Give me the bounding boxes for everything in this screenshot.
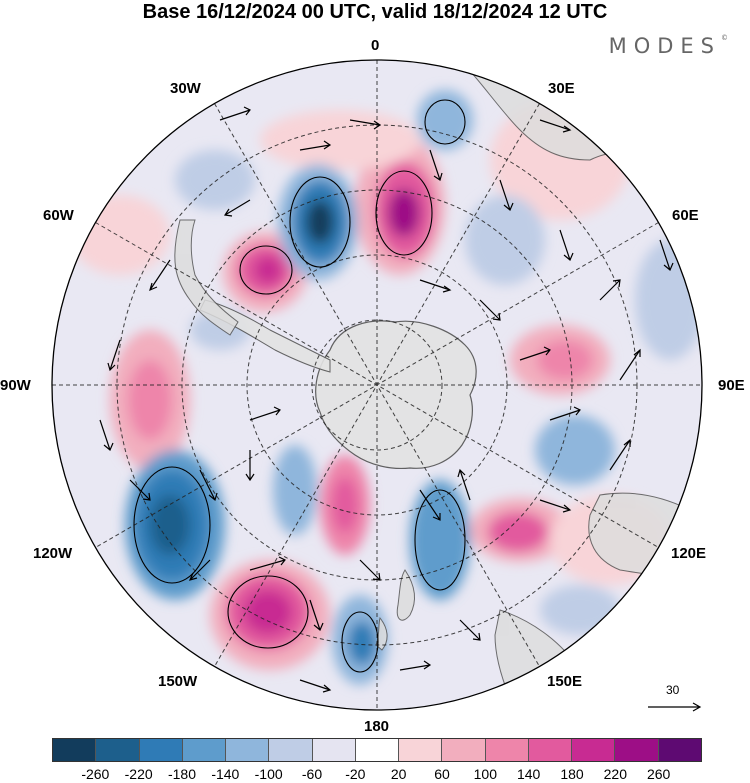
colorbar-swatch [226, 739, 270, 761]
contour-lines [133, 99, 466, 673]
colorbar-swatch [528, 739, 573, 761]
colorbar-tick-label: 140 [516, 766, 541, 782]
lon-label-0: 0 [371, 37, 380, 54]
colorbar-swatch [572, 739, 616, 761]
lon-label-90e: 90E [718, 377, 745, 394]
colorbar-swatch [615, 739, 659, 761]
modes-logo: MODES© [609, 34, 728, 58]
vector-reference-arrow [648, 702, 702, 712]
colorbar-swatch [442, 739, 486, 761]
colorbar-swatch [355, 739, 400, 761]
colorbar-swatch [312, 739, 356, 761]
colorbar-swatch [139, 739, 183, 761]
polar-map [51, 59, 703, 711]
colorbar-tick-label: -220 [124, 766, 153, 782]
lon-label-120w: 120W [33, 545, 73, 562]
wind-vectors [99, 106, 674, 693]
colorbar-tick-label: 220 [603, 766, 628, 782]
colorbar-swatch [485, 739, 529, 761]
colorbar-swatch [53, 739, 97, 761]
colorbar-swatch [182, 739, 227, 761]
colorbar-swatch [658, 739, 701, 761]
colorbar-tick-label: -140 [211, 766, 240, 782]
brand-name: MODES [608, 34, 721, 58]
vector-reference-label: 30 [666, 683, 680, 697]
lon-label-180: 180 [364, 718, 390, 735]
lon-label-120e: 120E [671, 545, 707, 562]
colorbar-tick-label: 180 [560, 766, 584, 782]
map-boundary [51, 59, 703, 711]
colorbar-tick-label: -100 [254, 766, 283, 782]
lon-label-150e: 150E [547, 673, 583, 690]
map-title: Base 16/12/2024 00 UTC, valid 18/12/2024… [142, 1, 608, 23]
lon-label-60e: 60E [672, 207, 699, 224]
colorbar-tick-label: -20 [345, 766, 366, 782]
lon-label-150w: 150W [158, 673, 198, 690]
colorbar-labels: -260 -220 -180 -140 -100 -60 -20 20 60 100 140 180 2… [52, 766, 702, 783]
copyright-mark: © [721, 34, 728, 42]
graticule [52, 60, 702, 710]
lon-label-30w: 30W [170, 80, 201, 97]
colorbar-tick-label: -180 [167, 766, 197, 782]
colorbar-swatch [96, 739, 140, 761]
lon-label-60w: 60W [43, 207, 74, 224]
colorbar-swatch [399, 739, 443, 761]
colorbar-tick-label: -60 [301, 766, 323, 782]
colorbar-tick-label: -260 [81, 766, 110, 782]
colorbar-tick-label: 260 [646, 766, 671, 782]
colorbar [52, 738, 702, 762]
colorbar-tick-label: 20 [390, 766, 407, 782]
lon-label-30e: 30E [548, 80, 575, 97]
lon-label-90w: 90W [0, 377, 31, 394]
colorbar-tick-label: 100 [473, 766, 498, 782]
colorbar-tick-label: 60 [434, 766, 450, 782]
colorbar-swatch [269, 739, 313, 761]
